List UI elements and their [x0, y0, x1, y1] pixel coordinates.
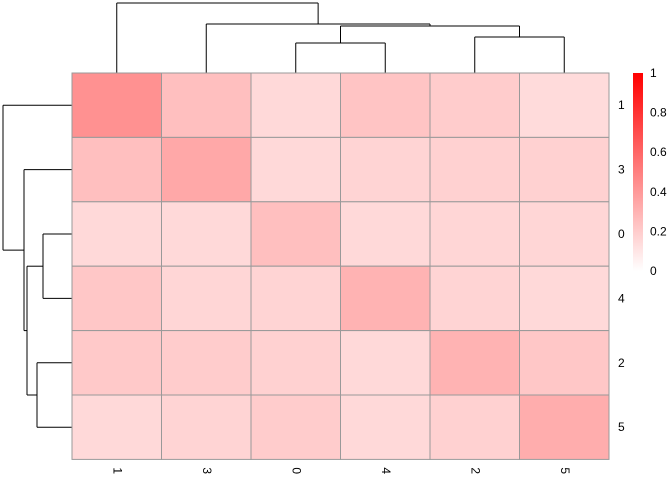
row-label: 4 [618, 291, 625, 305]
heatmap-cells [71, 72, 610, 460]
heatmap-cell [519, 201, 610, 267]
legend-tick-label: 0 [650, 264, 657, 278]
heatmap-cell [340, 330, 431, 396]
heatmap-cell [429, 72, 520, 138]
column-label: 0 [290, 467, 304, 474]
legend-tick-label: 0.6 [650, 145, 667, 159]
heatmap-cell [340, 201, 431, 267]
row-label: 3 [618, 163, 625, 177]
heatmap-cell [519, 394, 610, 460]
column-label: 1 [111, 467, 125, 474]
heatmap-cell [250, 265, 341, 332]
heatmap-cell [250, 136, 341, 203]
heatmap-cell [71, 72, 162, 138]
color-legend-ticks: 0 0.2 0.4 0.6 0.8 1 [650, 66, 667, 278]
heatmap-cell [161, 394, 252, 460]
column-label: 3 [200, 467, 214, 474]
heatmap-cell [161, 136, 252, 203]
heatmap-cell [429, 394, 520, 460]
row-dendrogram [2, 104, 72, 428]
heatmap-cell [519, 72, 610, 138]
column-dendrogram [116, 2, 565, 73]
heatmap-cell [161, 330, 252, 396]
heatmap-cell [250, 330, 341, 396]
heatmap-cell [340, 394, 431, 460]
heatmap-cell [250, 394, 341, 460]
heatmap-cell [250, 72, 341, 138]
heatmap-cell [519, 136, 610, 203]
color-legend-bar [633, 73, 643, 271]
heatmap-cell [71, 265, 162, 332]
row-label: 0 [618, 227, 625, 241]
heatmap-cell [71, 201, 162, 267]
heatmap-cell [429, 265, 520, 332]
column-label: 2 [469, 467, 483, 474]
heatmap-cell [71, 330, 162, 396]
heatmap-cell [71, 136, 162, 203]
row-labels: 1 3 0 4 2 5 [618, 98, 625, 434]
heatmap-cell [71, 394, 162, 460]
heatmap-cell [340, 72, 431, 138]
heatmap-cell [519, 265, 610, 332]
color-legend: 0 0.2 0.4 0.6 0.8 1 [633, 66, 667, 278]
heatmap-cell [250, 201, 341, 267]
heatmap-cell [519, 330, 610, 396]
heatmap-cell [161, 201, 252, 267]
heatmap-cell [161, 265, 252, 332]
legend-tick-label: 1 [650, 66, 657, 80]
column-labels: 1 3 0 4 2 5 [111, 467, 573, 474]
row-label: 5 [618, 420, 625, 434]
row-label: 1 [618, 98, 625, 112]
heatmap-cell [340, 136, 431, 203]
heatmap-cell [429, 136, 520, 203]
heatmap-cell [429, 201, 520, 267]
legend-tick-label: 0.4 [650, 185, 667, 199]
row-label: 2 [618, 356, 625, 370]
heatmap-cell [161, 72, 252, 138]
heatmap-cell [340, 265, 431, 332]
legend-tick-label: 0.2 [650, 224, 667, 238]
column-label: 5 [558, 467, 572, 474]
heatmap-cell [429, 330, 520, 396]
legend-tick-label: 0.8 [650, 106, 667, 120]
column-label: 4 [379, 467, 393, 474]
